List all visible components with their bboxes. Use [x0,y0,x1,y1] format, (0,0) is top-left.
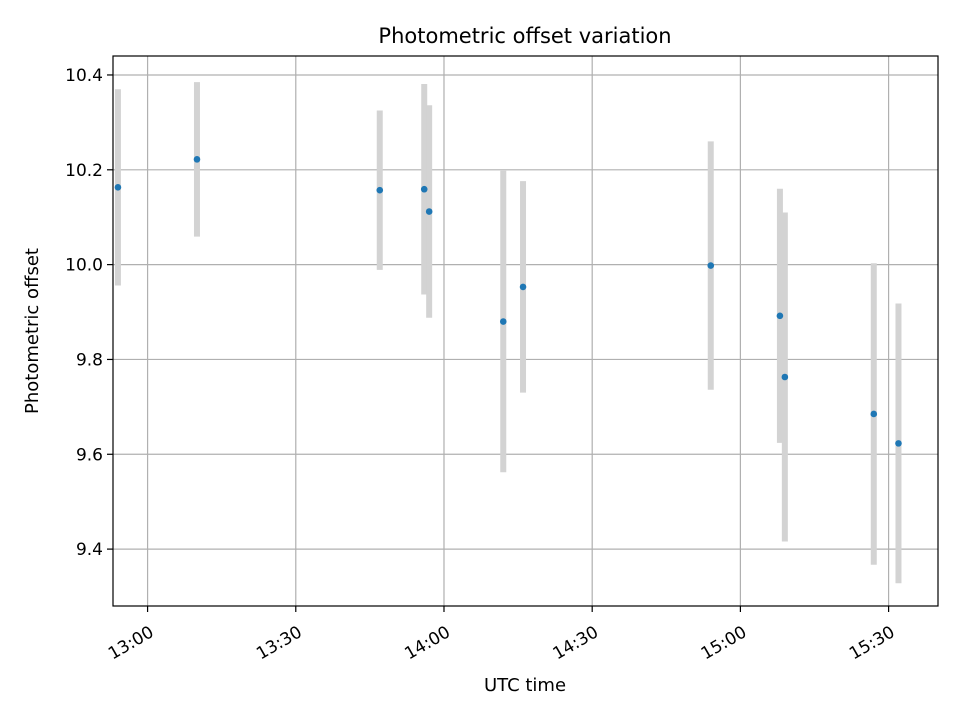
x-tick-label: 15:30 [846,622,898,664]
data-point [519,283,527,291]
x-axis-title: UTC time [484,675,566,696]
x-axis: 13:00 13:30 14:00 14:30 15:00 15:30 [105,606,898,664]
y-tick-label: 10.4 [65,66,103,86]
y-axis: 9.4 9.6 9.8 10.0 10.2 10.4 [65,66,113,560]
y-tick-label: 10.0 [65,256,103,276]
data-point [707,262,715,269]
data-points [114,156,902,447]
data-point [870,410,878,418]
y-tick-label: 9.6 [76,445,103,465]
plot-area-frame [112,55,939,607]
y-tick-label: 9.8 [76,350,103,370]
error-bars [114,82,902,584]
data-point [781,373,789,381]
data-point [776,312,784,320]
y-axis-title: Photometric offset [22,248,43,414]
x-tick-label: 13:30 [253,622,305,664]
data-point [193,156,201,163]
data-point [114,184,122,191]
data-point [420,185,428,193]
data-point [895,440,902,447]
y-tick-label: 10.2 [65,161,103,181]
data-point [499,318,507,325]
x-tick-label: 15:00 [698,622,750,664]
x-tick-label: 13:00 [105,622,157,664]
y-tick-label: 9.4 [76,540,103,560]
chart-title: Photometric offset variation [378,24,671,48]
data-point [425,208,433,215]
x-tick-label: 14:00 [401,622,453,664]
x-tick-label: 14:30 [550,622,602,664]
data-point [376,186,384,194]
